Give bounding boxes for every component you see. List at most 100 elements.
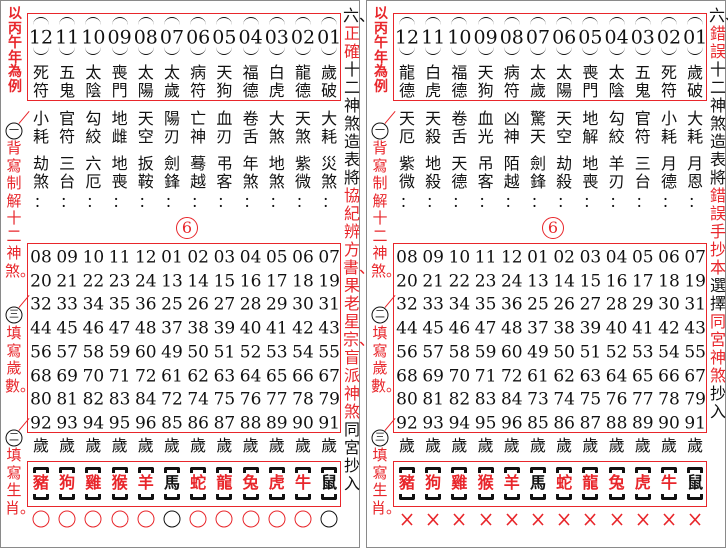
circle-mark-icon [320, 510, 338, 528]
age-cell: 72 [161, 389, 183, 410]
paren-bottom-icon [608, 47, 625, 55]
zodiac-animal: 兔 [608, 473, 625, 492]
age-cell: 60 [134, 342, 157, 363]
age-cell: 48 [134, 318, 157, 339]
age-cell: 22 [82, 271, 105, 292]
colon-mark: ： [635, 195, 650, 211]
paren-bottom-icon [216, 47, 233, 55]
bracket-bottom-icon [582, 494, 599, 500]
age-cell: 05 [631, 247, 654, 268]
step-number-icon: 二 [5, 429, 23, 447]
sui-label: 歲 [242, 436, 259, 455]
colon-mark: ： [191, 195, 206, 211]
age-cell: 10 [448, 247, 471, 268]
circle-mark-icon [268, 510, 286, 528]
age-cell: 51 [213, 342, 236, 363]
shensha-row1: 小耗 [660, 109, 677, 146]
shensha-row2: 弔客 [216, 154, 233, 191]
age-cell: 95 [474, 413, 497, 434]
paren-top-icon [687, 17, 704, 25]
bracket-top-icon [216, 467, 233, 473]
age-cell: 96 [500, 413, 523, 434]
paren-bottom-icon [85, 47, 102, 55]
branch-number: 05 [212, 26, 237, 49]
branch-number: 03 [630, 26, 655, 49]
age-cell: 25 [527, 294, 549, 315]
sui-label: 歲 [582, 436, 599, 455]
branch-number: 01 [317, 26, 342, 49]
paren-top-icon [137, 17, 154, 25]
paren-top-icon [425, 17, 442, 25]
age-cell: 67 [684, 366, 707, 386]
age-cell: 66 [292, 366, 314, 386]
shensha-row2: 吊客 [477, 154, 494, 191]
age-cell: 19 [684, 271, 707, 292]
paren-bottom-icon [451, 47, 468, 55]
age-cell: 74 [187, 389, 210, 410]
step-number-icon: 一 [371, 122, 389, 140]
bracket-top-icon [399, 467, 415, 473]
shensha-row1: 天空 [137, 109, 154, 146]
shensha-row1: 大煞 [268, 109, 285, 146]
age-cell: 01 [161, 247, 183, 268]
age-cell: 91 [318, 413, 341, 434]
circle-mark-icon [32, 510, 50, 528]
branch-number: 03 [264, 26, 289, 49]
cross-mark-icon [661, 511, 677, 527]
age-cell: 68 [396, 366, 418, 386]
zodiac-animal: 雞 [451, 473, 468, 492]
bracket-top-icon [687, 467, 704, 473]
age-cell: 91 [684, 413, 707, 434]
age-cell: 79 [318, 389, 341, 410]
age-cell: 59 [108, 342, 131, 363]
branch-number: 08 [133, 26, 158, 49]
shensha-row2: 劍鋒 [163, 154, 180, 191]
age-cell: 96 [134, 413, 157, 434]
age-cell: 02 [553, 247, 576, 268]
paren-bottom-icon [295, 47, 311, 55]
bracket-bottom-icon [661, 494, 677, 500]
side-title-segment: 同宮抄入 [343, 420, 360, 493]
shensha-row2: 地喪 [582, 154, 599, 191]
age-cell: 49 [161, 342, 183, 363]
shensha-row2: 蓦越 [190, 154, 207, 191]
right-panel-wrong: 以丙午年為例一背寫制解十二神煞。二填寫歲數。三填寫生肖。 12 龍德 天厄 紫微： 08 2… [366, 0, 728, 548]
bracket-top-icon [85, 467, 102, 473]
age-cell: 88 [239, 413, 262, 434]
bracket-top-icon [321, 467, 338, 473]
branch-number: 09 [473, 26, 498, 49]
bracket-top-icon [634, 467, 651, 473]
paren-top-icon [321, 17, 338, 25]
side-title-segment: 選擇 [709, 276, 726, 313]
step-number-icon: 二 [371, 306, 389, 324]
age-cell: 11 [474, 247, 497, 268]
colon-mark: ： [478, 195, 493, 211]
age-cell: 06 [658, 247, 680, 268]
deity-name: 天狗 [477, 63, 494, 100]
age-cell: 18 [658, 271, 680, 292]
side-title-segment: 六、 [709, 6, 728, 25]
zodiac-animal: 豬 [398, 473, 416, 492]
step-instruction: 填寫生肖。 [5, 446, 36, 517]
bracket-bottom-icon [59, 494, 76, 500]
age-cell: 79 [684, 389, 707, 410]
paren-top-icon [268, 17, 285, 25]
side-title: 六、正確十二神煞造表將協紀辨方書、果老星宗、盲派神煞同宮抄入 [343, 7, 375, 493]
bracket-top-icon [530, 467, 546, 473]
age-cell: 62 [187, 366, 210, 386]
age-cell: 54 [658, 342, 680, 363]
bracket-bottom-icon [33, 494, 49, 500]
age-cell: 59 [474, 342, 497, 363]
shensha-row2: 羊刃 [608, 154, 625, 191]
colon-mark: ： [112, 195, 127, 211]
paren-top-icon [295, 17, 311, 25]
age-cell: 64 [239, 366, 262, 386]
example-label: 以丙午年為例 [8, 6, 22, 95]
deity-name: 喪門 [111, 63, 128, 100]
colon-mark: ： [322, 195, 337, 211]
age-cell: 50 [553, 342, 576, 363]
shensha-row1: 凶神 [503, 109, 520, 146]
age-cell: 95 [108, 413, 131, 434]
age-cell: 36 [500, 294, 523, 315]
age-cell: 82 [82, 389, 105, 410]
